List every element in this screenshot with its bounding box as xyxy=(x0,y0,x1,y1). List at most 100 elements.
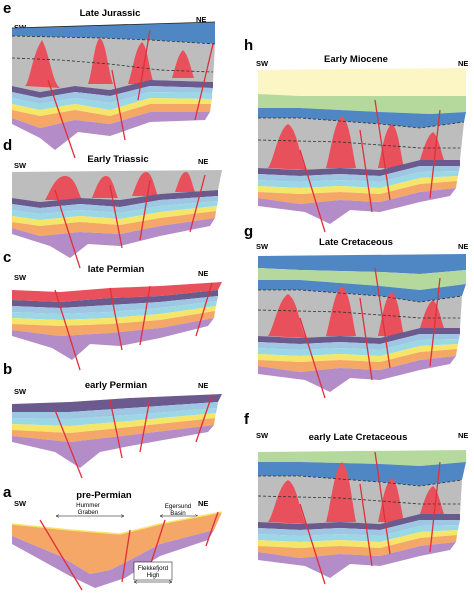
orange-layer-a xyxy=(12,512,222,574)
cyan-layer xyxy=(12,92,212,110)
yellow-layer xyxy=(12,98,212,116)
salt-dome-h1 xyxy=(268,124,306,170)
salt-dome-f1 xyxy=(268,480,306,524)
panel-e: e Late Jurassic SW NE xyxy=(3,0,216,159)
hummer-label-2: Graben xyxy=(78,509,99,516)
purple-layer-h xyxy=(258,188,456,224)
salt-dome-g2 xyxy=(326,286,356,336)
purple-layer-a xyxy=(12,530,214,588)
panel-g-title: Late Cretaceous xyxy=(319,237,393,248)
panel-d-sw: SW xyxy=(14,161,27,170)
panel-g: g Late Cretaceous SW NE xyxy=(244,223,468,399)
orange-layer-c xyxy=(12,311,215,336)
salt-dome-d1 xyxy=(45,176,82,200)
jurassic-layer xyxy=(12,22,215,44)
purple-layer-d xyxy=(12,218,215,258)
panel-f-letter: f xyxy=(244,411,250,428)
miocene-layer xyxy=(258,68,466,96)
triassic-layer xyxy=(12,36,215,92)
triassic-layer-h xyxy=(258,118,464,170)
panel-a-sw: SW xyxy=(14,499,27,508)
panel-f: f early Late Cretaceous SW NE xyxy=(244,411,468,585)
panel-a-letter: a xyxy=(3,484,12,501)
panel-b: b early Permian SW NE xyxy=(3,361,222,479)
panel-h: h Early Miocene SW NE xyxy=(244,37,468,233)
panel-f-title: early Late Cretaceous xyxy=(309,432,408,443)
salt-dome-e3 xyxy=(128,42,154,84)
panel-b-ne: NE xyxy=(198,381,208,390)
salt-dome-d4 xyxy=(175,172,195,192)
panel-e-ne: NE xyxy=(196,15,206,24)
lightblue-layer-b xyxy=(12,402,218,419)
salt-dome-d3 xyxy=(132,172,158,196)
jurassic-layer-f xyxy=(258,462,466,486)
purple-layer-b xyxy=(12,425,214,468)
salt-dome-h3 xyxy=(378,124,404,168)
panel-g-letter: g xyxy=(244,223,253,240)
panel-g-sw: SW xyxy=(256,242,269,251)
salt-dome-e2 xyxy=(88,38,113,84)
orange-layer-b xyxy=(12,418,215,442)
panel-d: d Early Triassic SW NE xyxy=(3,137,222,269)
orange-layer xyxy=(12,104,211,128)
cyan-layer-f xyxy=(258,525,459,542)
panel-h-ne: NE xyxy=(458,59,468,68)
panel-b-sw: SW xyxy=(14,387,27,396)
panel-c-title: late Permian xyxy=(88,264,145,275)
orange-layer-f xyxy=(258,535,457,558)
dark-layer-d xyxy=(12,190,218,208)
flekke-label-2: High xyxy=(147,572,160,579)
salt-dome-e1 xyxy=(25,40,60,88)
purple-layer-c xyxy=(12,318,214,360)
dark-layer-f xyxy=(258,514,460,530)
salt-layer-c xyxy=(12,282,222,302)
purple-layer-f xyxy=(258,542,456,578)
yellow-layer-h xyxy=(258,176,458,194)
egersund-label-1: Egersund xyxy=(165,503,192,510)
panel-h-sw: SW xyxy=(256,59,269,68)
panel-c: c late Permian SW NE xyxy=(3,249,222,371)
cyan-layer-g xyxy=(258,339,459,356)
salt-dome-f2 xyxy=(326,462,356,522)
panel-c-ne: NE xyxy=(198,269,208,278)
lightblue-layer-c xyxy=(12,296,218,314)
dark-layer-h xyxy=(258,160,460,176)
orange-layer-g xyxy=(258,349,457,372)
panel-b-letter: b xyxy=(3,361,12,378)
panel-e-letter: e xyxy=(3,0,11,17)
cretaceous-blue-g xyxy=(258,254,466,274)
panel-c-letter: c xyxy=(3,249,11,266)
cretaceous-layer-g xyxy=(258,268,466,290)
jurassic-layer-h xyxy=(258,108,466,128)
panel-d-letter: d xyxy=(3,137,12,154)
panel-d-title: Early Triassic xyxy=(87,154,148,165)
dark-layer-g xyxy=(258,328,460,344)
yellow-layer-b xyxy=(12,413,216,433)
panel-f-sw: SW xyxy=(256,431,269,440)
yellow-layer-d xyxy=(12,206,217,226)
flekke-label-1: Flekkefjord xyxy=(138,565,169,572)
panel-a: a pre-Permian SW NE Hummer Graben Egersu… xyxy=(3,484,223,591)
jurassic-layer-g xyxy=(258,280,466,302)
lightblue-layer xyxy=(12,86,213,104)
triassic-layer-g xyxy=(258,290,462,338)
dark-layer-c xyxy=(12,290,218,308)
egersund-label-2: Basin xyxy=(170,510,186,517)
triassic-layer-f xyxy=(258,476,462,524)
cretaceous-layer-f xyxy=(258,450,466,466)
salt-dome-g3 xyxy=(378,292,404,336)
salt-dome-g1 xyxy=(268,294,306,338)
hummer-label-1: Hummer xyxy=(76,502,100,509)
salt-dome-f4 xyxy=(420,486,444,514)
yellow-layer-g xyxy=(258,344,458,362)
panel-h-letter: h xyxy=(244,37,253,54)
flekkefjord-box xyxy=(133,561,173,581)
panel-a-title: pre-Permian xyxy=(76,490,132,501)
cyan-layer-h xyxy=(258,171,459,188)
purple-layer-g xyxy=(258,356,456,392)
yellow-layer-c xyxy=(12,306,216,326)
panel-b-title: early Permian xyxy=(85,380,148,391)
salt-dome-h4 xyxy=(420,132,444,160)
